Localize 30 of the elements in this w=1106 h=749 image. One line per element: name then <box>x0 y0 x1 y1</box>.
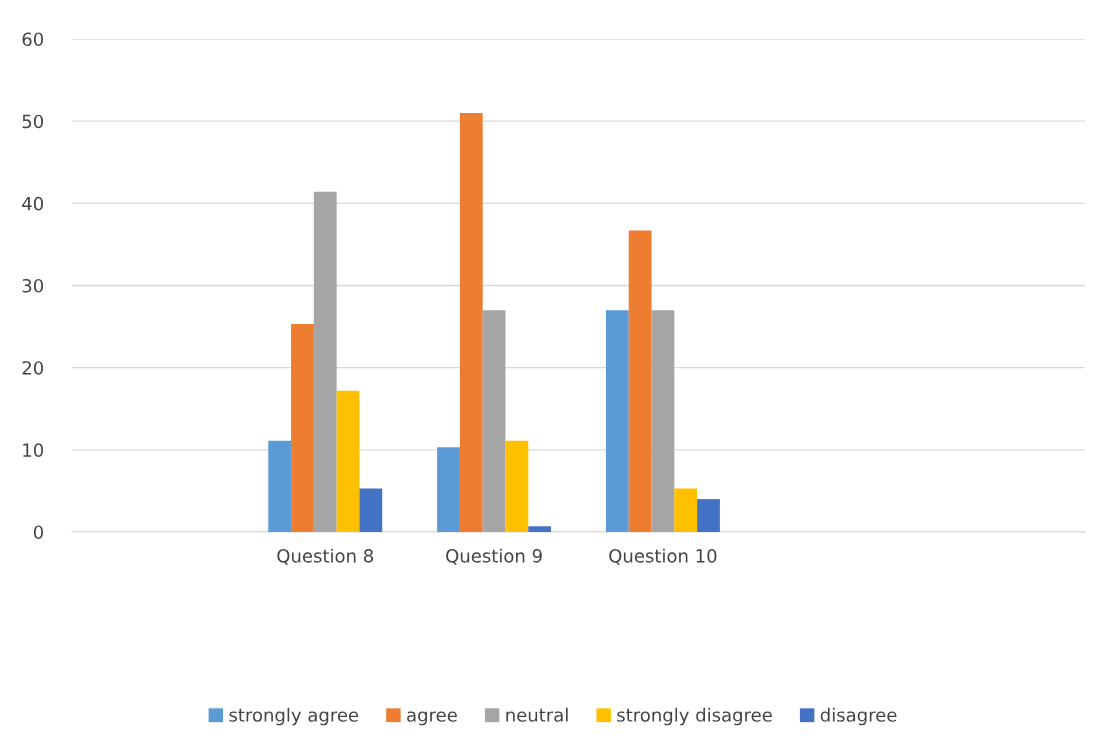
bar <box>336 390 360 532</box>
bar <box>605 310 629 532</box>
x-tick-label: Question 10 <box>609 548 717 565</box>
bar <box>697 499 720 532</box>
legend-label: neutral <box>506 707 568 722</box>
y-tick-label: 30 <box>22 278 44 293</box>
legend-label: strongly disagree <box>617 707 772 726</box>
legend-label: disagree <box>820 707 897 726</box>
y-tick-label: 40 <box>22 196 44 211</box>
bar <box>313 191 337 532</box>
x-tick-label: Question 8 <box>277 548 374 565</box>
y-tick-label: 20 <box>22 361 44 375</box>
y-tick-label: 0 <box>33 525 44 540</box>
legend-label: agree <box>407 711 457 726</box>
y-tick-label: 50 <box>22 114 44 129</box>
bar <box>528 526 552 532</box>
y-tick-label: 10 <box>23 443 44 457</box>
x-tick-label: Question 9 <box>446 548 542 565</box>
bar <box>437 447 460 532</box>
bar <box>459 112 483 532</box>
bar <box>674 488 698 532</box>
bar <box>482 310 506 532</box>
bar <box>268 440 292 532</box>
bar <box>505 440 529 532</box>
bar <box>359 488 383 532</box>
bar <box>291 324 314 532</box>
bar <box>628 230 652 532</box>
bar <box>651 310 675 532</box>
y-tick-label: 60 <box>22 32 44 47</box>
legend-label: strongly agree <box>229 707 359 726</box>
